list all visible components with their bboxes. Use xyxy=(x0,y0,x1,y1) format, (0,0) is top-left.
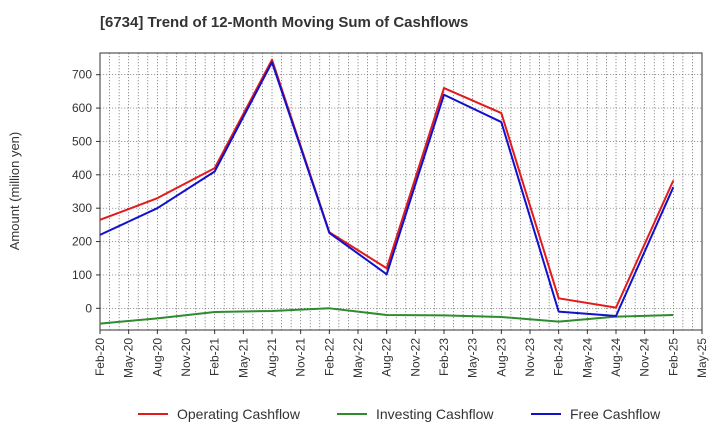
x-tick-label: May-25 xyxy=(695,338,709,378)
x-tick-label: May-24 xyxy=(580,338,594,378)
x-tick-label: Nov-23 xyxy=(523,338,537,377)
legend-label: Operating Cashflow xyxy=(177,406,301,422)
x-tick-label: May-21 xyxy=(236,338,250,378)
x-tick-label: Feb-20 xyxy=(93,338,107,376)
x-tick-label: Nov-22 xyxy=(408,338,422,377)
y-tick-label: 0 xyxy=(85,301,92,315)
x-tick-label: Nov-20 xyxy=(179,338,193,377)
series-line-operating-cashflow xyxy=(99,58,675,309)
legend-label: Free Cashflow xyxy=(570,406,661,422)
x-tick-label: Feb-22 xyxy=(322,338,336,376)
x-tick-label: Aug-24 xyxy=(609,338,623,377)
x-tick-label: May-23 xyxy=(466,338,480,378)
x-tick-label: May-20 xyxy=(122,338,136,378)
x-tick-label: Feb-21 xyxy=(208,338,222,376)
plot-frame xyxy=(99,52,703,331)
y-tick-label: 600 xyxy=(72,101,92,115)
x-tick-label: May-22 xyxy=(351,338,365,378)
grid-layer xyxy=(100,53,702,330)
y-tick-label: 400 xyxy=(72,168,92,182)
x-tick-label: Nov-24 xyxy=(638,338,652,377)
y-tick-label: 100 xyxy=(72,268,92,282)
y-tick-label: 300 xyxy=(72,201,92,215)
x-tick-label: Feb-23 xyxy=(437,338,451,376)
legend: Operating Cashflow Investing Cashflow Free… xyxy=(138,406,661,422)
y-tick-label: 700 xyxy=(72,68,92,82)
x-tick-label: Feb-25 xyxy=(666,338,680,376)
chart-title: [6734] Trend of 12-Month Moving Sum of C… xyxy=(100,14,469,31)
x-tick-label: Nov-21 xyxy=(294,338,308,377)
x-tick-label: Aug-23 xyxy=(494,338,508,377)
series-line-investing-cashflow xyxy=(99,307,674,325)
y-axis-ticks: 0 100 200 300 400 500 600 700 xyxy=(72,68,100,315)
y-axis-title: Amount (million yen) xyxy=(7,132,22,251)
series-line-free-cashflow xyxy=(99,61,675,317)
series-layer xyxy=(99,58,675,325)
y-tick-label: 200 xyxy=(72,235,92,249)
x-tick-label: Aug-21 xyxy=(265,338,279,377)
x-tick-label: Aug-22 xyxy=(380,338,394,377)
x-tick-label: Aug-20 xyxy=(150,338,164,377)
x-tick-label: Feb-24 xyxy=(552,338,566,376)
y-tick-label: 500 xyxy=(72,134,92,148)
x-axis-ticks: Feb-20 May-20 Aug-20 Nov-20 Feb-21 May-21 Aug-… xyxy=(93,330,709,378)
legend-label: Investing Cashflow xyxy=(376,406,494,422)
